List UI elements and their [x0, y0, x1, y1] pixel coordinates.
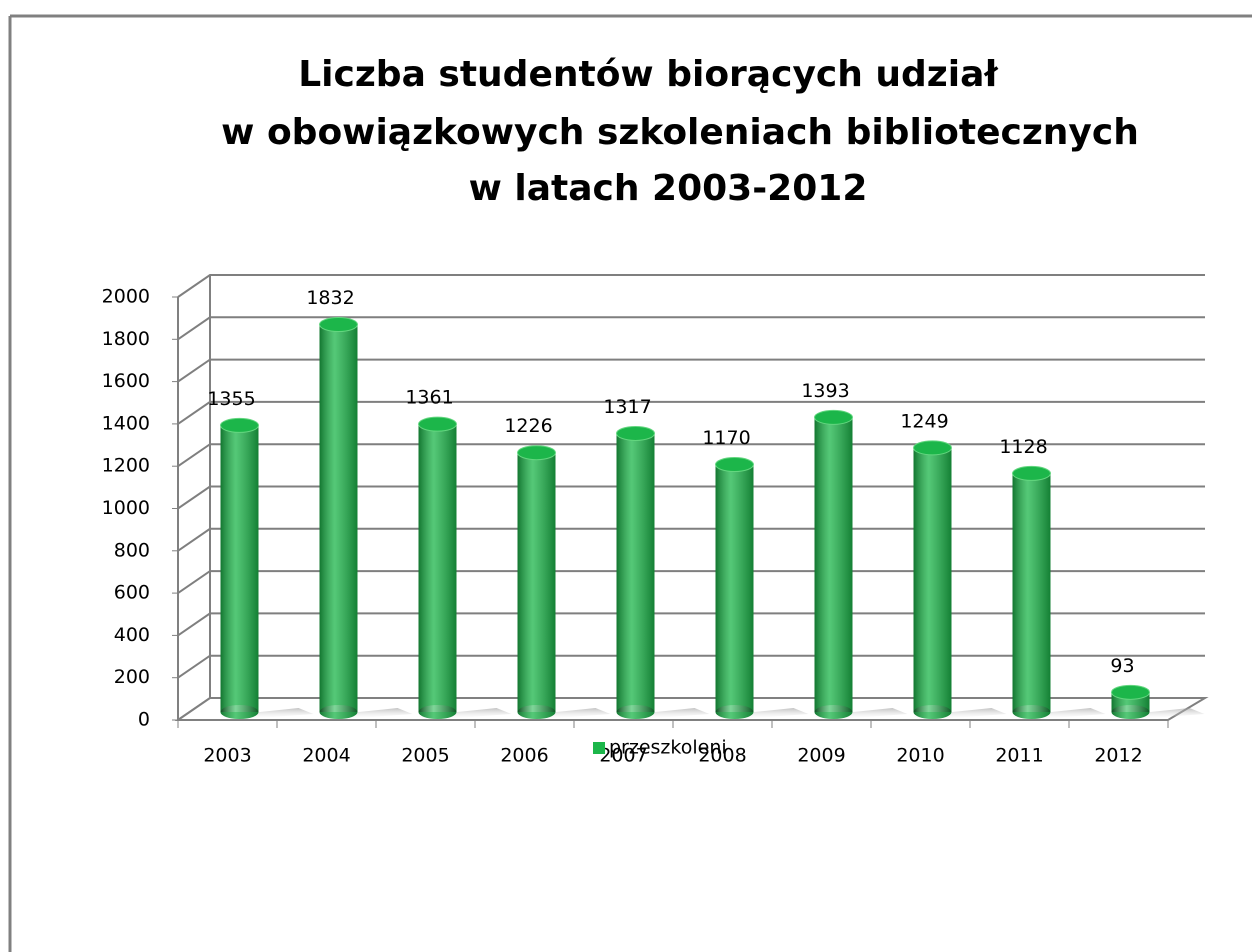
x-tick-label: 2008: [698, 745, 746, 767]
bar-top: [1111, 684, 1150, 700]
legend-swatch: [593, 742, 605, 754]
bar-shading: [616, 433, 655, 712]
bar-base-shading: [319, 705, 358, 719]
data-label: 93: [1110, 655, 1134, 677]
bar-top: [913, 440, 952, 456]
bar-top: [220, 417, 259, 433]
bar-base-shading: [1012, 705, 1051, 719]
bar-shading: [814, 417, 853, 712]
data-label: 1361: [405, 387, 453, 409]
x-tick-label: 2003: [203, 745, 251, 767]
x-tick-label: 2004: [302, 745, 350, 767]
bar-shading: [220, 425, 259, 712]
bar-base-shading: [616, 705, 655, 719]
y-tick-label: 1200: [102, 455, 150, 477]
bar-base-shading: [517, 705, 556, 719]
data-label: 1832: [306, 287, 354, 309]
y-tick-label: 2000: [102, 286, 150, 308]
chart-title: Liczba studentów biorących udział: [298, 54, 999, 95]
bar-top: [715, 457, 754, 473]
y-tick-label: 800: [114, 539, 150, 561]
y-tick-label: 1000: [102, 497, 150, 519]
bar-base-shading: [715, 705, 754, 719]
bar-shading: [1012, 473, 1051, 712]
data-label: 1170: [702, 427, 750, 449]
bar-shading: [913, 447, 952, 712]
x-tick-label: 2012: [1094, 745, 1142, 767]
y-tick-label: 400: [114, 624, 150, 646]
bar-top: [319, 317, 358, 333]
bar-base-shading: [814, 705, 853, 719]
data-label: 1249: [900, 410, 948, 432]
bar-base-shading: [220, 705, 259, 719]
bar-top: [1012, 465, 1051, 481]
y-tick-label: 0: [138, 709, 150, 731]
bar-shading: [418, 424, 457, 712]
data-label: 1355: [207, 388, 255, 410]
bar-shading: [715, 464, 754, 712]
x-tick-label: 2006: [500, 745, 548, 767]
data-label: 1128: [999, 436, 1047, 458]
bar-top: [616, 425, 655, 441]
bar-top: [418, 416, 457, 432]
bar-top: [814, 409, 853, 425]
y-tick-label: 600: [114, 582, 150, 604]
bar-top: [517, 445, 556, 461]
x-tick-label: 2010: [896, 745, 944, 767]
legend-label: przeszkoleni: [609, 737, 727, 759]
y-tick-label: 1800: [102, 328, 150, 350]
bar-base-shading: [1111, 705, 1150, 719]
bar-base-shading: [418, 705, 457, 719]
x-tick-label: 2009: [797, 745, 845, 767]
data-label: 1393: [801, 380, 849, 402]
bar-shading: [517, 452, 556, 712]
data-label: 1226: [504, 415, 552, 437]
bar-base-shading: [913, 705, 952, 719]
y-tick-label: 1400: [102, 412, 150, 434]
bar-shading: [319, 324, 358, 712]
y-tick-label: 1600: [102, 370, 150, 392]
data-label: 1317: [603, 396, 651, 418]
x-tick-label: 2007: [599, 745, 647, 767]
x-tick-label: 2005: [401, 745, 449, 767]
chart-title: w latach 2003-2012: [469, 168, 868, 209]
x-tick-label: 2011: [995, 745, 1043, 767]
y-tick-label: 200: [114, 666, 150, 688]
chart-title: w obowiązkowych szkoleniach biblioteczny…: [221, 112, 1139, 153]
